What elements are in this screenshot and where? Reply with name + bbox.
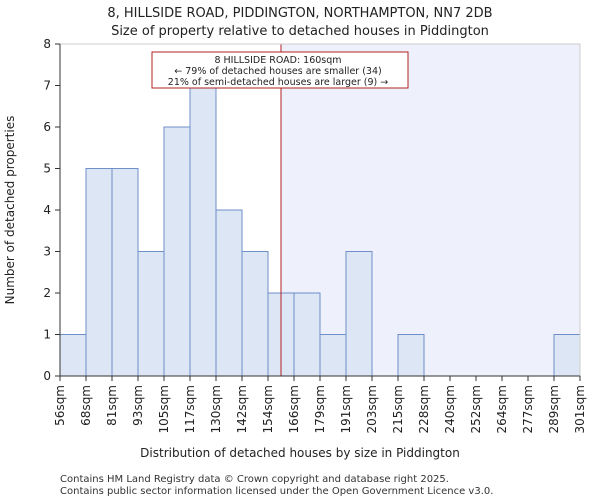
chart-title: 8, HILLSIDE ROAD, PIDDINGTON, NORTHAMPTO… <box>107 6 492 21</box>
x-tick-label: 166sqm <box>287 385 301 433</box>
x-tick-label: 264sqm <box>495 385 509 433</box>
histogram-bar <box>137 251 165 377</box>
chart-subtitle: Size of property relative to detached ho… <box>111 24 489 39</box>
histogram-bar <box>345 251 373 377</box>
x-tick-label: 117sqm <box>183 385 197 433</box>
histogram-bar <box>397 334 425 377</box>
y-tick-label: 7 <box>43 79 51 93</box>
y-tick-label: 4 <box>43 203 51 217</box>
y-tick-label: 8 <box>43 37 51 51</box>
x-tick-label: 252sqm <box>469 385 483 433</box>
histogram-bar <box>215 209 243 377</box>
marker-annotation-line: 21% of semi-detached houses are larger (… <box>168 77 388 88</box>
footer-line-1: Contains HM Land Registry data © Crown c… <box>60 474 449 485</box>
x-tick-label: 68sqm <box>79 385 93 426</box>
x-tick-label: 142sqm <box>235 385 249 433</box>
x-tick-label: 301sqm <box>573 385 587 433</box>
y-axis-label: Number of detached properties <box>3 116 17 305</box>
x-tick-label: 130sqm <box>209 385 223 433</box>
histogram-bar <box>241 251 269 377</box>
x-tick-label: 81sqm <box>105 385 119 426</box>
x-tick-label: 215sqm <box>391 385 405 433</box>
y-tick-label: 6 <box>43 120 51 134</box>
x-tick-label: 154sqm <box>261 385 275 433</box>
x-tick-label: 105sqm <box>157 385 171 433</box>
y-tick-label: 0 <box>43 369 51 383</box>
x-tick-label: 191sqm <box>339 385 353 433</box>
x-tick-label: 228sqm <box>417 385 431 433</box>
footer-line-2: Contains public sector information licen… <box>60 486 493 497</box>
histogram-bar <box>189 85 217 377</box>
histogram-bar <box>85 168 113 377</box>
plot-area: 0 1 2 3 4 5 6 7 8 56sqm 68sqm 81sqm 93sqm 105sqm 117sq… <box>43 37 587 433</box>
marker-annotation-box <box>151 51 409 89</box>
histogram-bar <box>319 334 347 377</box>
histogram-bar <box>59 334 87 377</box>
x-tick-label: 289sqm <box>547 385 561 433</box>
y-tick-label: 1 <box>43 328 51 342</box>
marker-annotation-line: ← 79% of detached houses are smaller (34… <box>174 66 381 77</box>
x-tick-label: 240sqm <box>443 385 457 433</box>
x-tick-label: 56sqm <box>53 385 67 426</box>
y-tick-label: 5 <box>43 162 51 176</box>
x-tick-label: 277sqm <box>521 385 535 433</box>
marker-annotation-line: 8 HILLSIDE ROAD: 160sqm <box>214 55 341 66</box>
x-tick-label: 93sqm <box>131 385 145 426</box>
y-tick-label: 2 <box>43 286 51 300</box>
x-tick-label: 203sqm <box>365 385 379 433</box>
histogram-bar <box>163 126 191 377</box>
histogram-bar <box>293 292 321 377</box>
y-tick-label: 3 <box>43 245 51 259</box>
histogram-bar <box>553 334 581 377</box>
x-tick-label: 179sqm <box>313 385 327 433</box>
larger-region-shade <box>281 44 580 376</box>
x-axis-label: Distribution of detached houses by size … <box>140 446 460 460</box>
histogram-bar <box>111 168 139 377</box>
